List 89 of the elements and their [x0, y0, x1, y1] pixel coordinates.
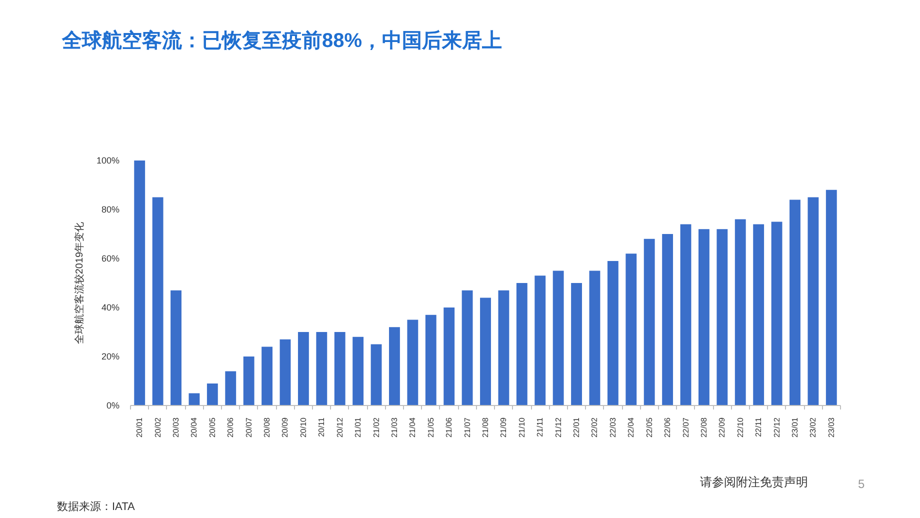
x-tick-label: 20/07 — [244, 416, 254, 438]
x-tick-label: 22/01 — [572, 416, 582, 438]
bar — [389, 327, 400, 406]
x-tick-label: 21/01 — [354, 416, 363, 438]
x-tick-label: 21/10 — [517, 416, 526, 438]
x-tick-label: 23/01 — [790, 416, 800, 438]
x-tick-label: 21/03 — [390, 416, 399, 438]
y-tick-label: 0% — [106, 400, 120, 410]
text: 5 — [858, 477, 865, 491]
x-tick-label: 22/09 — [718, 416, 727, 438]
bar — [753, 224, 764, 406]
bar — [734, 219, 746, 406]
bar — [480, 298, 491, 406]
x-tick-label: 20/04 — [190, 416, 199, 438]
bar — [243, 356, 254, 406]
bar — [716, 229, 728, 406]
x-tick-label: 21/08 — [481, 416, 490, 438]
bar — [316, 332, 328, 406]
bar — [626, 254, 637, 406]
x-tick-label: 20/10 — [298, 416, 308, 438]
x-tick-label: 22/11 — [754, 416, 764, 437]
x-tick-label: 21/06 — [444, 416, 454, 438]
bar — [571, 283, 582, 406]
x-tick-label: 20/06 — [226, 416, 236, 438]
y-axis-title: 全球航空客流较2019年变化 — [73, 222, 86, 344]
bar — [370, 344, 382, 406]
x-tick-label: 20/08 — [262, 416, 272, 438]
x-tick-label: 20/01 — [135, 416, 144, 438]
y-tick-label: 20% — [101, 352, 120, 362]
x-tick-label: 22/02 — [590, 416, 600, 438]
x-tick-label: 20/09 — [280, 416, 290, 438]
bar — [280, 339, 291, 406]
x-tick-label: 21/02 — [372, 416, 381, 438]
bar — [188, 393, 200, 406]
x-tick-label: 21/11 — [536, 416, 545, 437]
source-note: 数据来源：IATA — [57, 500, 135, 514]
bar — [206, 383, 218, 406]
x-tick-label: 21/07 — [462, 416, 472, 438]
bar — [225, 371, 236, 406]
x-tick-label: 21/05 — [426, 416, 436, 438]
y-tick-label: 40% — [101, 302, 120, 312]
bar — [134, 160, 146, 406]
chart-title: 全球航空客流：已恢复至疫前88%，中国后来居上 — [62, 29, 502, 53]
x-tick-label: 21/09 — [499, 416, 508, 438]
bar — [262, 346, 272, 406]
x-tick-label: 22/04 — [626, 416, 636, 438]
x-tick-label: 22/10 — [736, 416, 745, 438]
text: 请参阅附注免责声明 — [700, 475, 808, 489]
x-tick-label: 21/04 — [408, 416, 418, 438]
bar — [298, 332, 309, 406]
x-tick-label: 23/03 — [826, 416, 836, 438]
bar — [790, 200, 800, 406]
bar — [662, 234, 674, 406]
x-tick-label: 23/02 — [808, 416, 818, 438]
x-tick-label: 20/02 — [153, 416, 162, 438]
bar — [170, 290, 182, 406]
y-tick-label: 100% — [96, 156, 120, 166]
y-tick-label: 60% — [101, 254, 120, 264]
bar — [644, 238, 655, 406]
bar — [589, 270, 600, 406]
bar — [516, 283, 528, 406]
bar — [407, 320, 418, 406]
x-tick-label: 22/07 — [681, 416, 690, 438]
x-tick-label: 20/12 — [335, 416, 344, 438]
x-tick-label: 20/03 — [172, 416, 181, 438]
bar — [552, 270, 564, 406]
bar — [462, 290, 473, 406]
bar — [680, 224, 692, 406]
bar — [771, 222, 782, 406]
bar — [334, 332, 346, 406]
bar — [152, 197, 164, 406]
x-tick-label: 20/11 — [317, 416, 326, 437]
x-tick-label: 22/05 — [644, 416, 654, 438]
y-tick-label: 80% — [101, 204, 120, 214]
x-tick-label: 22/12 — [772, 416, 782, 438]
x-tick-label: 22/06 — [663, 416, 672, 438]
x-tick-label: 21/12 — [554, 416, 563, 438]
x-tick-label: 20/05 — [208, 416, 217, 438]
bar — [498, 290, 510, 406]
x-tick-label: 22/08 — [699, 416, 708, 438]
bar — [444, 308, 455, 406]
bar — [534, 276, 546, 406]
bar — [698, 229, 710, 406]
bar — [607, 260, 618, 406]
bar — [826, 190, 837, 406]
x-tick-label: 22/03 — [608, 416, 618, 438]
bar — [352, 336, 364, 406]
bar — [808, 197, 819, 406]
bar — [425, 314, 436, 406]
